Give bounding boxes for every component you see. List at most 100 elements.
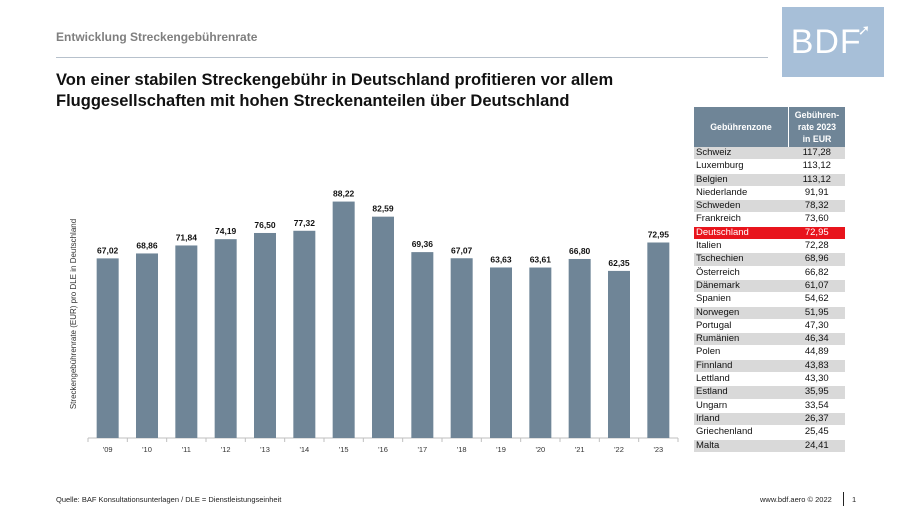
data-label: 71,84 [176,232,198,242]
rate-cell: 51,95 [788,306,845,320]
logo-arrow-icon: ➚ [857,22,872,39]
bar [411,252,434,438]
zone-cell: Tschechien [694,252,789,267]
x-tick-label: '10 [142,445,152,454]
data-label: 74,19 [215,226,237,236]
table-row: Irland 26,37 [694,412,845,427]
section-kicker: Entwicklung Streckengebührenrate [56,30,258,44]
y-axis-label: Streckengebührenrate (EUR) pro DLE in De… [69,219,78,409]
x-tick-label: '11 [182,445,191,454]
rate-cell: 25,45 [788,425,845,440]
bdf-logo: BDF ➚ [782,7,884,77]
table-row: Lettland 43,30 [694,372,845,387]
rate-cell: 66,82 [788,266,845,280]
data-label: 88,22 [333,189,355,199]
zone-cell: Frankreich [694,212,789,227]
x-tick-label: '13 [260,445,270,454]
x-tick-label: '09 [103,445,113,454]
zone-cell: Norwegen [694,306,789,320]
table-row: Dänemark 61,07 [694,279,845,294]
bar [332,201,355,438]
rate-cell: 54,62 [788,292,845,307]
rate-cell: 78,32 [788,199,845,214]
rate-cell: 26,37 [788,412,845,427]
x-tick-label: '16 [378,445,388,454]
data-label: 63,61 [530,255,552,265]
zone-cell: Belgien [694,173,789,187]
footer-site: www.bdf.aero © 2022 [760,495,832,504]
rate-cell: 72,95 [788,226,845,241]
table-row: Ungarn 33,54 [694,399,845,413]
rate-cell: 35,95 [788,385,845,400]
table-row: Norwegen 51,95 [694,306,845,320]
x-tick-label: '18 [457,445,467,454]
x-tick-label: '21 [575,445,585,454]
rate-cell: 61,07 [788,279,845,294]
table-body: Schweiz 117,28 Luxemburg 113,12 Belgien 113,1… [694,147,845,453]
data-label: 76,50 [254,220,276,230]
table-row: Frankreich 73,60 [694,212,845,227]
bar [529,267,552,438]
header-divider [56,57,768,58]
bar-chart: Streckengebührenrate (EUR) pro DLE in De… [69,189,679,454]
rate-cell: 24,41 [788,439,845,453]
table-row: Belgien 113,12 [694,173,845,187]
data-label: 69,36 [412,239,434,249]
rate-cell: 73,60 [788,212,845,227]
bar [254,232,276,438]
rate-cell: 68,96 [788,252,845,267]
fee-zone-table: Gebührenzone Gebühren- rate 2023 in EUR … [694,107,845,453]
bar [96,258,119,438]
x-tick-label: '19 [496,445,506,454]
table-row: Estland 35,95 [694,385,845,400]
zone-cell: Finnland [694,359,789,374]
table-row: Schweiz 117,28 [694,147,845,161]
zone-cell: Griechenland [694,425,789,440]
page-number: 1 [852,495,857,504]
table-header-row: Gebührenzone Gebühren- rate 2023 in EUR [694,107,845,147]
zone-cell: Rumänien [694,332,789,347]
bar [136,253,158,438]
bar [647,242,670,438]
rate-cell: 91,91 [788,186,845,201]
bar [293,230,316,438]
rate-cell: 72,28 [788,239,845,254]
bar [450,258,473,438]
x-tick-label: '22 [614,445,624,454]
rate-cell: 46,34 [788,332,845,347]
headline-line-1: Von einer stabilen Streckengebühr in Deu… [56,71,614,89]
page-headline: Von einer stabilen Streckengebühr in Deu… [56,70,676,112]
zone-cell: Luxemburg [694,159,789,174]
zone-cell: Spanien [694,292,789,307]
x-tick-label: '20 [535,445,545,454]
zone-cell: Portugal [694,319,789,334]
bar [490,267,512,438]
table-row: Deutschland 72,95 [694,226,845,241]
bar [175,245,198,438]
table-row: Malta 24,41 [694,439,845,453]
zone-cell: Schweden [694,199,789,214]
data-label: 82,59 [372,204,394,214]
zone-cell: Deutschland [694,226,789,241]
zone-cell: Irland [694,412,789,427]
rate-cell: 117,28 [788,147,845,161]
bar [568,258,591,438]
table-row: Portugal 47,30 [694,319,845,334]
data-label: 67,02 [97,245,119,255]
data-label: 62,35 [608,258,630,268]
zone-cell: Dänemark [694,279,789,294]
headline-line-2: Fluggesellschaften mit hohen Streckenant… [56,92,570,110]
rate-cell: 44,89 [788,345,845,360]
table-row: Finnland 43,83 [694,359,845,374]
zone-cell: Österreich [694,266,789,280]
x-tick-label: '15 [339,445,349,454]
table-row: Polen 44,89 [694,345,845,360]
rate-header-line: Gebühren- [794,110,840,120]
table-row: Luxemburg 113,12 [694,159,845,174]
rate-cell: 33,54 [788,399,845,413]
rate-cell: 43,83 [788,359,845,374]
bar [608,270,630,438]
x-tick-label: '12 [221,445,231,454]
rate-header-line: rate 2023 [797,122,837,132]
zone-cell: Ungarn [694,399,789,413]
